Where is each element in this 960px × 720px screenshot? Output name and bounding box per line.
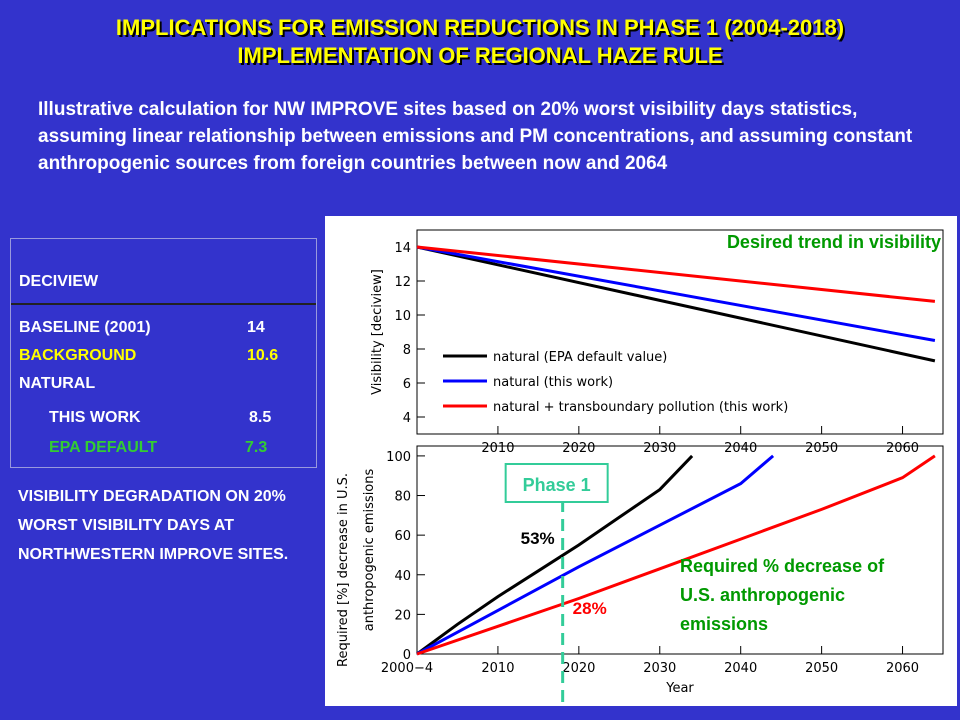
top-x-tick-label: 2040 bbox=[724, 441, 757, 456]
bottom-y-tick-label: 60 bbox=[394, 529, 411, 544]
bottom-y-tick-label: 80 bbox=[394, 490, 411, 505]
title-line-2: IMPLEMENTATION OF REGIONAL HAZE RULE bbox=[237, 43, 723, 68]
bottom-x-tick-label: 2060 bbox=[886, 661, 919, 676]
table-row: NATURAL bbox=[19, 375, 309, 393]
row-label: BASELINE (2001) bbox=[19, 319, 151, 336]
row-value: 7.3 bbox=[245, 439, 268, 456]
table-header: DECIVIEW bbox=[19, 273, 99, 290]
bottom-x-axis-label: Year bbox=[665, 681, 694, 696]
title-line-1: IMPLICATIONS FOR EMISSION REDUCTIONS IN … bbox=[115, 15, 845, 40]
visibility-note: VISIBILITY DEGRADATION ON 20% WORST VISI… bbox=[18, 488, 289, 563]
row-value: 10.6 bbox=[247, 347, 279, 364]
bottom-x-tick-label: 2010 bbox=[481, 661, 514, 676]
top-y-axis-label: Visibility [deciview] bbox=[370, 269, 385, 395]
row-label: NATURAL bbox=[19, 375, 96, 392]
top-x-tick-label: 2030 bbox=[643, 441, 676, 456]
bottom-annotation-line: U.S. anthropogenic bbox=[680, 585, 845, 605]
top-x-tick-label: 2060 bbox=[886, 441, 919, 456]
top-y-tick-label: 6 bbox=[403, 377, 411, 392]
bottom-y-axis-label-line2: anthropogenic emissions bbox=[362, 469, 377, 632]
bottom-y-tick-label: 40 bbox=[394, 569, 411, 584]
deciview-table: DECIVIEW BASELINE (2001) 14 BACKGROUND 1… bbox=[10, 238, 317, 468]
top-plot-frame bbox=[416, 229, 944, 435]
bottom-annotation-line: Required % decrease of bbox=[680, 556, 885, 576]
phase-1-box bbox=[504, 463, 609, 503]
bottom-x-tick-label: 2040 bbox=[724, 661, 757, 676]
top-y-tick-label: 8 bbox=[403, 343, 411, 358]
top-y-tick-label: 10 bbox=[394, 309, 411, 324]
table-row: THIS WORK 8.5 bbox=[49, 409, 339, 427]
bottom-x-tick-label: 2030 bbox=[643, 661, 676, 676]
figure-panel: 4 6 8 10 12 14 2010 2020 2030 2040 2050 2060 Visibil… bbox=[325, 216, 957, 706]
top-series-line bbox=[416, 245, 936, 363]
bottom-y-tick-label: 20 bbox=[394, 608, 411, 623]
top-series-line bbox=[416, 245, 936, 303]
phase-1-label: Phase 1 bbox=[523, 475, 591, 495]
table-divider bbox=[11, 303, 316, 305]
top-y-tick-label: 12 bbox=[394, 275, 411, 290]
table-row: EPA DEFAULT 7.3 bbox=[49, 439, 339, 457]
row-value: 14 bbox=[247, 319, 265, 336]
bottom-y-axis-label: Required [%] decrease in U.S. bbox=[336, 473, 351, 667]
bottom-first-tick-label: 2000−4 bbox=[381, 661, 433, 676]
top-annotation: Desired trend in visibility bbox=[727, 232, 941, 252]
top-x-tick-label: 2010 bbox=[481, 441, 514, 456]
row-value: 8.5 bbox=[249, 409, 272, 426]
row-label: EPA DEFAULT bbox=[49, 439, 158, 456]
page-title: IMPLICATIONS FOR EMISSION REDUCTIONS IN … bbox=[0, 14, 960, 70]
top-x-tick-label: 2050 bbox=[805, 441, 838, 456]
table-row: BASELINE (2001) 14 bbox=[19, 319, 309, 337]
bottom-y-tick-label: 0 bbox=[403, 648, 411, 663]
legend-entry: natural (EPA default value) bbox=[493, 350, 667, 365]
legend-entry: natural (this work) bbox=[493, 375, 613, 390]
top-y-tick-label: 4 bbox=[403, 411, 411, 426]
table-row: BACKGROUND 10.6 bbox=[19, 347, 309, 365]
black-value-label: 53% bbox=[521, 529, 555, 548]
bottom-x-tick-label: 2050 bbox=[805, 661, 838, 676]
top-y-tick-label: 14 bbox=[394, 241, 411, 256]
legend-entry: natural + transboundary pollution (this … bbox=[493, 400, 788, 415]
top-series-line bbox=[416, 245, 936, 342]
top-x-tick-label: 2020 bbox=[562, 441, 595, 456]
bottom-series-line bbox=[416, 454, 694, 656]
bottom-series-line bbox=[416, 454, 775, 656]
description: Illustrative calculation for NW IMPROVE … bbox=[38, 99, 913, 174]
row-label: THIS WORK bbox=[49, 409, 141, 426]
bottom-y-tick-label: 100 bbox=[386, 450, 411, 465]
bottom-plot-frame bbox=[416, 445, 944, 655]
bottom-x-tick-label: 2020 bbox=[562, 661, 595, 676]
red-value-label: 28% bbox=[573, 599, 607, 618]
bottom-annotation-line: emissions bbox=[680, 614, 768, 634]
row-label: BACKGROUND bbox=[19, 347, 137, 364]
bottom-series-line bbox=[416, 454, 936, 656]
